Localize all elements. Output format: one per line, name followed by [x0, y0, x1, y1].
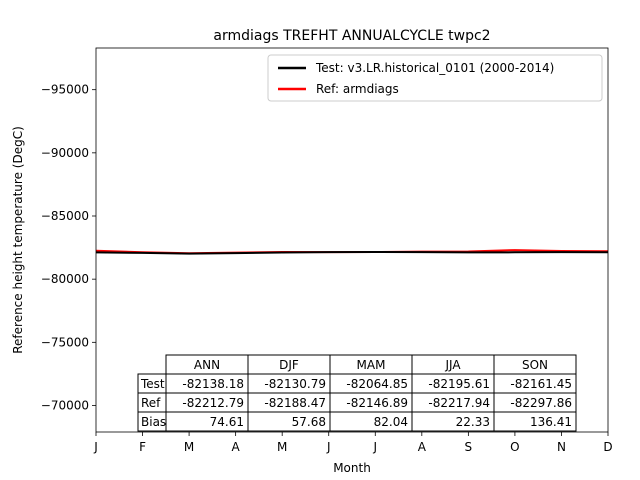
x-tick-label: S — [465, 440, 473, 454]
y-tick-label: −95000 — [41, 83, 89, 97]
x-tick-label: F — [139, 440, 146, 454]
y-axis-label: Reference height temperature (DegC) — [11, 126, 25, 354]
legend-label-0: Test: v3.LR.historical_0101 (2000-2014) — [315, 61, 554, 75]
table-header-label: DJF — [279, 358, 299, 372]
table-header-label: MAM — [357, 358, 386, 372]
table-header-label: ANN — [194, 358, 220, 372]
table-header-label: SON — [522, 358, 548, 372]
y-tick-label: −70000 — [41, 398, 89, 412]
x-tick-label: N — [557, 440, 566, 454]
x-tick-label: O — [510, 440, 519, 454]
y-tick-label: −80000 — [41, 272, 89, 286]
x-tick-label: M — [184, 440, 194, 454]
x-tick-label: M — [277, 440, 287, 454]
table-cell-value: -82217.94 — [428, 396, 490, 410]
x-tick-label: J — [326, 440, 331, 454]
table-cell-value: -82188.47 — [264, 396, 326, 410]
table-header-label: JJA — [444, 358, 461, 372]
y-tick-label: −90000 — [41, 146, 89, 160]
x-tick-label: D — [603, 440, 612, 454]
table-cell-value: -82064.85 — [346, 377, 408, 391]
chart-title: armdiags TREFHT ANNUALCYCLE twpc2 — [213, 28, 490, 44]
legend-box — [267, 54, 603, 102]
table-row-label: Ref — [141, 396, 161, 410]
table-cell-value: 82.04 — [374, 415, 408, 429]
stats-table: ANN DJF MAM JJA SON -82138.18 -82130.79 -82064.… — [137, 354, 577, 432]
table-cell-value: -82195.61 — [428, 377, 490, 391]
y-tick-label: −85000 — [41, 209, 89, 223]
y-axis: −95000 −90000 −85000 −80000 −75000 −70000 — [41, 83, 96, 412]
x-tick-label: J — [372, 440, 377, 454]
table-row-label: Test — [140, 377, 165, 391]
x-tick-label: A — [418, 440, 427, 454]
table-cell-value: -82146.89 — [346, 396, 408, 410]
table-cell-value: -82212.79 — [182, 396, 244, 410]
table-row-label: Bias — [141, 415, 166, 429]
table-cell-value: -82297.86 — [510, 396, 572, 410]
legend-label-1: Ref: armdiags — [316, 82, 399, 96]
plot-frame — [95, 47, 609, 433]
table-cell-value: 22.33 — [456, 415, 490, 429]
table-cell-value: -82130.79 — [264, 377, 326, 391]
series-group — [95, 249, 609, 255]
y-tick-label: −75000 — [41, 335, 89, 349]
table-cell-value: 74.61 — [210, 415, 244, 429]
table-cell-value: 136.41 — [530, 415, 572, 429]
x-axis-label: Month — [333, 461, 371, 475]
table-cell-value: -82138.18 — [182, 377, 244, 391]
table-cell-value: -82161.45 — [510, 377, 572, 391]
legend: Test: v3.LR.historical_0101 (2000-2014) R… — [267, 54, 603, 102]
x-tick-label: J — [93, 440, 98, 454]
table-cell — [493, 411, 577, 432]
table-cell-value: 57.68 — [292, 415, 326, 429]
x-tick-label: A — [232, 440, 241, 454]
series-line-0 — [95, 251, 609, 255]
